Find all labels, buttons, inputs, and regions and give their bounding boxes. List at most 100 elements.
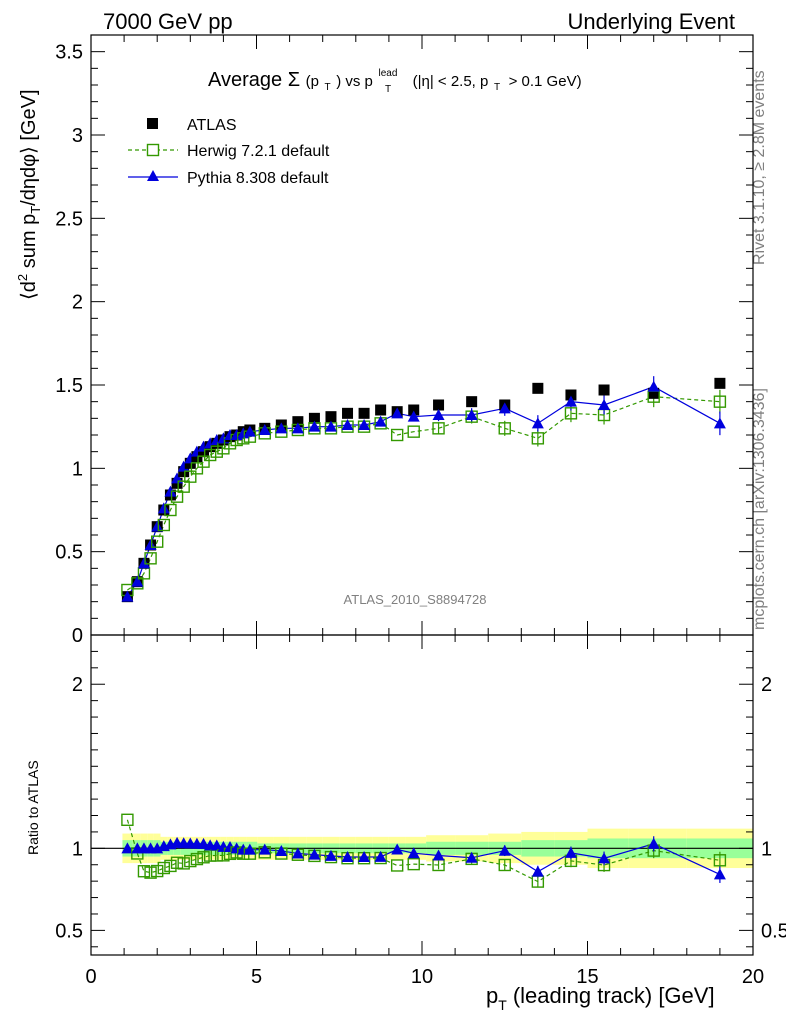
pythia-main-point xyxy=(465,409,478,420)
ylabel-b: sum p xyxy=(18,214,40,274)
pythia-main-point xyxy=(137,557,150,569)
pythia-main-point xyxy=(432,409,445,420)
x-tick-label: 5 xyxy=(251,966,262,988)
herwig-ratio-point xyxy=(184,854,197,868)
pythia-main-point xyxy=(713,417,726,429)
pythia-main-point xyxy=(258,424,271,435)
herwig-ratio-point xyxy=(498,858,511,872)
atlas-main-point xyxy=(325,411,337,423)
pythia-main-line xyxy=(126,386,721,597)
pythia-ratio-point xyxy=(531,865,544,877)
ylabel-sup2: 2 xyxy=(15,274,30,281)
legend: ATLAS Herwig 7.2.1 default Pythia 8.308 … xyxy=(128,117,330,187)
pythia-ratio-point xyxy=(564,846,577,858)
herwig-main-point xyxy=(164,503,177,517)
pythia-ratio-point xyxy=(324,849,337,861)
legend-entry-pythia: Pythia 8.308 default xyxy=(128,170,329,187)
main-y-tick-label: 1.5 xyxy=(55,375,83,397)
herwig-ratio-point xyxy=(390,859,404,872)
atlas-main-point xyxy=(408,404,420,416)
pythia-ratio-point xyxy=(407,847,420,859)
ratio-frame xyxy=(90,634,754,956)
x-tick-label: 20 xyxy=(742,966,764,988)
pythia-main-point xyxy=(177,460,190,472)
main-y-tick-label: 1 xyxy=(72,458,83,480)
ylabel-a: ⟨d xyxy=(18,281,40,300)
herwig-ratio-point xyxy=(170,856,184,869)
x-tick-label: 10 xyxy=(411,966,433,988)
title-sub-t3: T xyxy=(494,82,500,93)
herwig-main-point xyxy=(390,428,404,442)
pythia-ratio-point xyxy=(713,868,726,880)
title-average: Average xyxy=(208,69,282,91)
herwig-ratio-point xyxy=(157,861,171,875)
pythia-main-point xyxy=(243,425,256,437)
herwig-main-point xyxy=(197,455,210,468)
pythia-main-point xyxy=(647,380,660,392)
atlas-main-point xyxy=(433,399,445,411)
pythia-main-point xyxy=(341,419,354,430)
main-data-layer xyxy=(121,376,727,603)
main-y-axis-title: ⟨d2 sum pT/dηdφ⟩ [GeV] xyxy=(15,89,43,300)
main-y-tick-label: 2 xyxy=(72,292,83,314)
rivet-note: Rivet 3.1.10, ≥ 2.8M events xyxy=(751,70,768,265)
pythia-ratio-point xyxy=(647,837,660,849)
main-y-tick-label: 3 xyxy=(72,125,83,147)
atlas-main-point xyxy=(714,377,726,389)
ratio-data-layer xyxy=(91,813,753,888)
xlabel-sub-t: T xyxy=(498,997,507,1013)
herwig-main-point xyxy=(498,422,511,435)
herwig-ratio-point xyxy=(164,859,177,873)
atlas-main-point xyxy=(375,404,387,416)
pythia-main-point xyxy=(291,422,304,434)
pythia-main-point xyxy=(157,502,170,514)
title-cuts-a: (|η| < 2.5, p xyxy=(413,73,489,90)
ratio-y-tick-label: 1 xyxy=(72,838,83,860)
main-axes: 0 0.5 1 1.5 2 2.5 3 3.5 xyxy=(55,34,754,647)
pythia-ratio-point xyxy=(291,847,304,859)
ratio-y-tick-label: 2 xyxy=(72,674,83,696)
atlas-main-point xyxy=(292,416,304,428)
pythia-main-point xyxy=(498,402,511,414)
pythia-main-point xyxy=(374,415,387,427)
ratio-axes: 0.5 0.51 12 20 5 10 15 20 xyxy=(55,634,786,988)
pythia-ratio-point xyxy=(598,852,611,864)
pythia-main-point xyxy=(121,590,134,602)
herwig-main-point xyxy=(531,432,545,445)
xlabel-p: p xyxy=(486,983,498,1008)
legend-marker-pythia xyxy=(147,170,159,181)
herwig-ratio-point xyxy=(177,857,190,870)
pythia-ratio-point xyxy=(258,843,271,855)
pythia-main-point xyxy=(308,420,321,432)
herwig-main-point xyxy=(157,518,171,532)
herwig-main-point xyxy=(170,490,184,503)
herwig-main-point xyxy=(144,552,157,565)
x-tick-label: 0 xyxy=(85,966,96,988)
pythia-ratio-point xyxy=(374,850,387,862)
atlas-main-point xyxy=(648,387,660,399)
herwig-main-point xyxy=(150,535,164,548)
xlabel-rest: (leading track) [GeV] xyxy=(513,983,715,1008)
ratio-y-tick-label-right: 1 xyxy=(761,838,772,860)
ratio-y-tick-label: 0.5 xyxy=(55,920,83,942)
pythia-ratio-point xyxy=(498,844,511,856)
pythia-main-point xyxy=(531,417,544,429)
pythia-ratio-point xyxy=(465,851,478,863)
legend-label-pythia: Pythia 8.308 default xyxy=(187,170,329,187)
pythia-main-point xyxy=(564,395,577,407)
pythia-main-point xyxy=(358,419,371,430)
legend-label-herwig: Herwig 7.2.1 default xyxy=(187,143,330,160)
legend-label-atlas: ATLAS xyxy=(187,117,237,134)
herwig-ratio-point xyxy=(407,857,420,871)
pythia-main-point xyxy=(391,407,404,419)
main-y-tick-label: 0.5 xyxy=(55,542,83,564)
legend-entry-herwig: Herwig 7.2.1 default xyxy=(128,143,330,160)
herwig-main-point xyxy=(407,425,420,438)
ratio-y-axis-title: Ratio to ATLAS xyxy=(25,760,41,855)
ratio-y-tick-label-right: 2 xyxy=(761,674,772,696)
ratio-panel: 0.5 0.51 12 20 5 10 15 20 xyxy=(55,634,786,988)
x-tick-label: 15 xyxy=(576,966,598,988)
pythia-main-point xyxy=(324,420,337,432)
plot-title: Average Σ (p T ) vs p lead T (|η| < 2.5,… xyxy=(208,59,582,97)
